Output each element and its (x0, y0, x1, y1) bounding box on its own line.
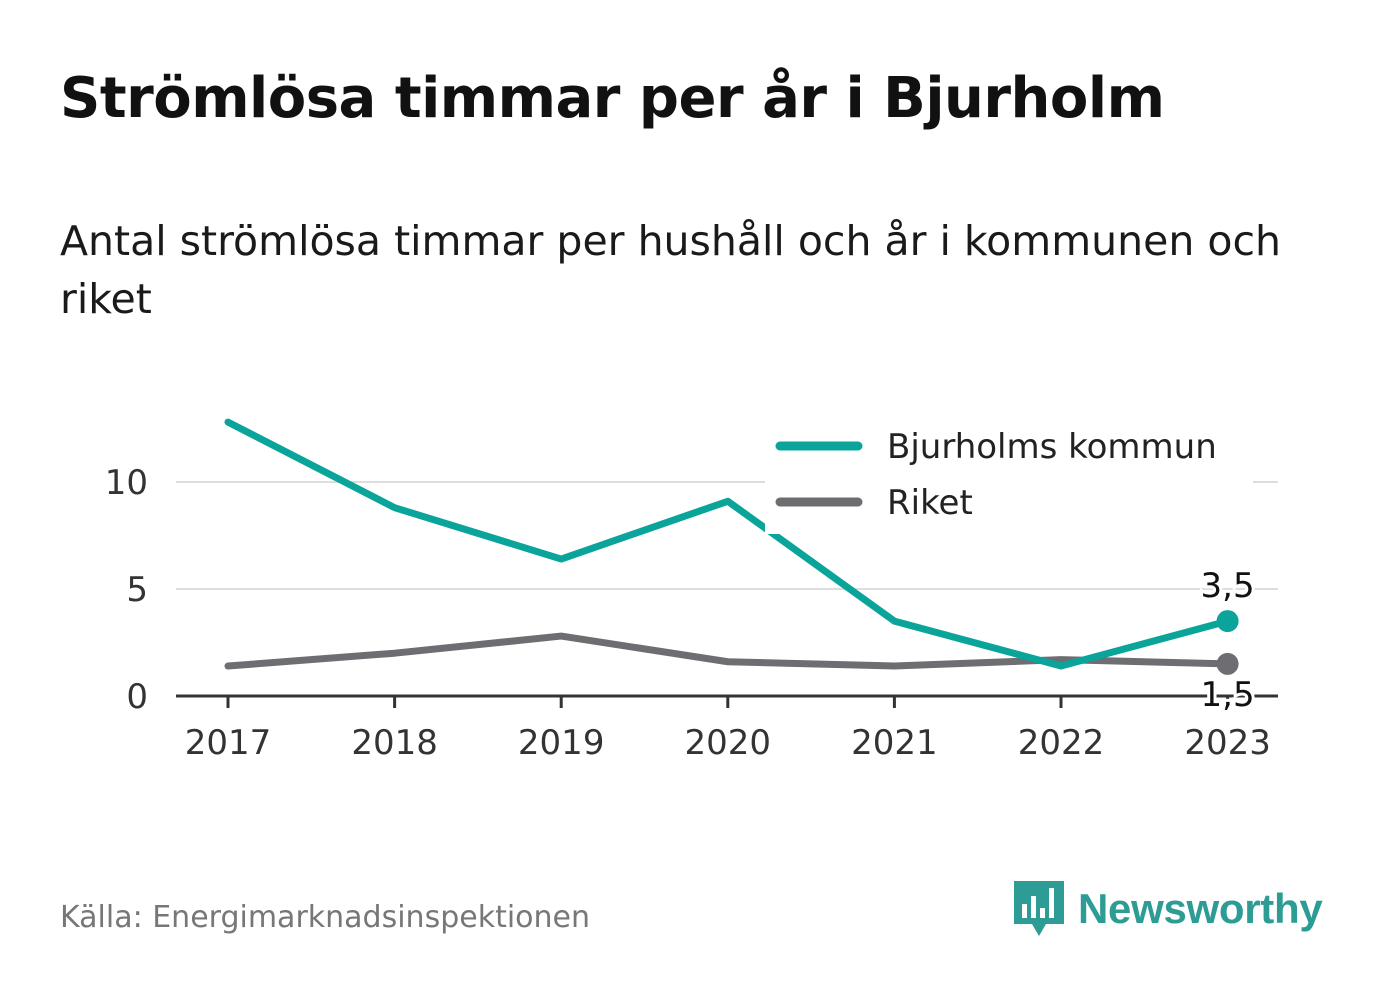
legend: Bjurholms kommun Riket (765, 416, 1253, 534)
x-tick-label: 2017 (185, 723, 272, 763)
chart-subtitle: Antal strömlösa timmar per hushåll och å… (60, 217, 1281, 323)
y-tick-label: 0 (126, 677, 148, 717)
end-value-label: 3,5 (1201, 566, 1255, 606)
source-note: Källa: Energimarknadsinspektionen (60, 900, 591, 935)
series-end-point (1216, 610, 1239, 633)
x-tick-label: 2019 (518, 723, 605, 763)
newsworthy-logo-icon (1014, 881, 1064, 936)
series-end-point (1216, 652, 1239, 675)
newsworthy-brand[interactable]: Newsworthy (1010, 878, 1323, 940)
series-line (224, 418, 1232, 670)
series-line (224, 632, 1232, 670)
x-tick-label: 2020 (685, 723, 772, 763)
brand-name: Newsworthy (1078, 885, 1323, 932)
x-tick-label: 2022 (1018, 723, 1105, 763)
end-value-label: 1,5 (1201, 675, 1255, 715)
end-labels: 1,5 3,5 (1198, 563, 1258, 718)
y-tick-label: 10 (105, 463, 148, 503)
legend-background (765, 416, 1253, 534)
x-tick-label: 2023 (1184, 723, 1271, 763)
legend-label: Bjurholms kommun (887, 427, 1217, 467)
legend-label: Riket (887, 483, 973, 523)
y-tick-label: 5 (126, 570, 148, 610)
line-chart: 0 5 10 2017 2018 2019 2020 2021 2022 2023 1,5 3,5… (105, 416, 1278, 763)
x-tick-label: 2018 (351, 723, 438, 763)
chart-title: Strömlösa timmar per år i Bjurholm (60, 66, 1165, 131)
series-lines (224, 418, 1239, 675)
x-axis: 2017 2018 2019 2020 2021 2022 2023 (176, 694, 1278, 763)
x-tick-label: 2021 (851, 723, 938, 763)
